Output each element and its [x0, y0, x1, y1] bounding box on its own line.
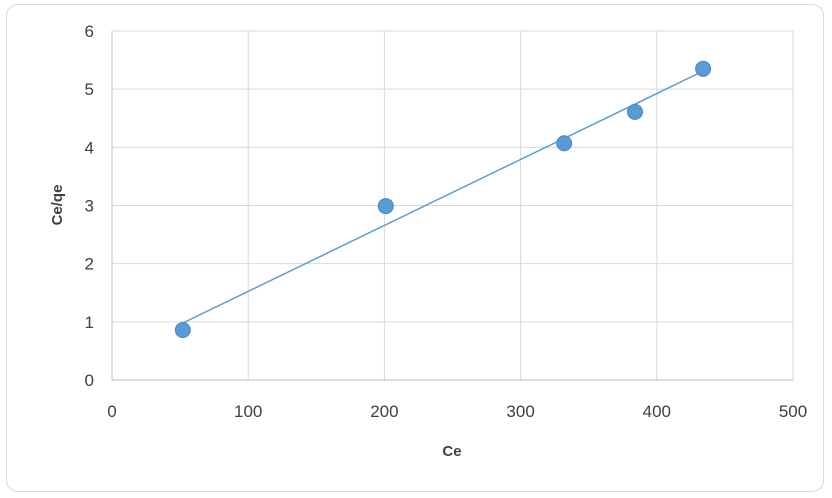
y-axis-title: Ce/qe [49, 185, 66, 226]
data-point [174, 321, 191, 338]
x-tick-label: 500 [779, 402, 807, 421]
data-point [377, 198, 394, 215]
axes [111, 31, 793, 381]
x-tick-label: 300 [506, 402, 534, 421]
data-point [627, 103, 644, 120]
x-tick-label: 200 [370, 402, 398, 421]
linear-trendline [182, 70, 704, 324]
x-tick-label: 400 [643, 402, 671, 421]
data-points [174, 60, 712, 338]
y-tick-label: 3 [85, 197, 94, 216]
y-tick-label: 5 [85, 80, 94, 99]
x-axis-title: Ce [442, 443, 461, 460]
x-tick-label: 0 [107, 402, 116, 421]
y-tick-label: 4 [85, 138, 94, 157]
y-tick-label: 0 [85, 371, 94, 390]
y-tick-label: 6 [85, 22, 94, 41]
y-tick-labels: 0 1 2 3 4 5 6 [85, 22, 94, 390]
chart-frame [6, 4, 824, 492]
data-point [556, 135, 573, 152]
x-tick-label: 100 [234, 402, 262, 421]
x-tick-labels: 0 100 200 300 400 500 [107, 402, 807, 421]
y-tick-label: 2 [85, 255, 94, 274]
grid [112, 30, 794, 380]
trendline [182, 70, 704, 324]
data-point [695, 60, 712, 77]
y-tick-label: 1 [85, 313, 94, 332]
